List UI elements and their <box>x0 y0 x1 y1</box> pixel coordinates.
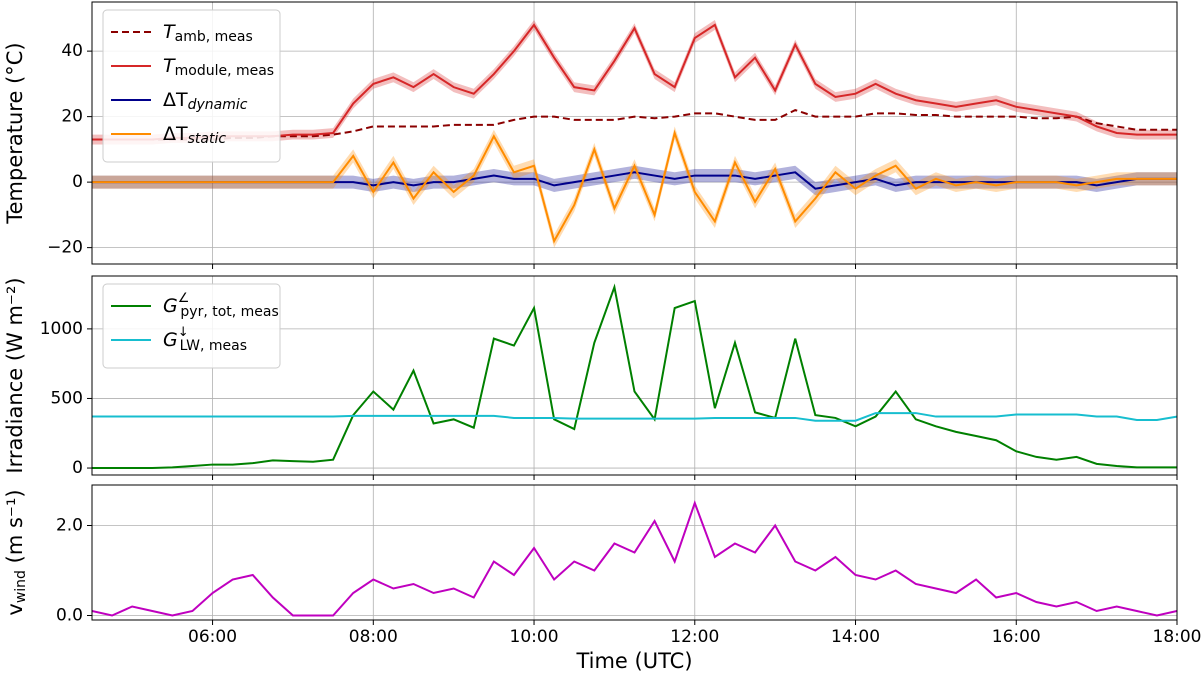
y-axis-label: Temperature (°C) <box>3 42 27 224</box>
x-axis-label: Time (UTC) <box>575 649 692 673</box>
legend-sup: ∠ <box>178 291 190 306</box>
uncertainty-band <box>92 165 1177 196</box>
legend-label: ΔTstatic <box>163 123 226 148</box>
legend-box <box>102 283 281 369</box>
y-tick-label: 0 <box>72 172 83 192</box>
legend-label: Tamb, meas <box>163 21 253 46</box>
x-tick-label: 18:00 <box>1153 627 1202 647</box>
plot-area <box>92 283 1177 470</box>
legend-name: T <box>163 55 176 77</box>
x-tick-label: 14:00 <box>831 627 880 647</box>
legend-name: ΔT <box>163 89 188 111</box>
y-label-main: v <box>3 603 27 615</box>
x-tick-label: 10:00 <box>510 627 559 647</box>
y-axis-label: Irradiance (W m⁻²) <box>3 277 27 473</box>
x-tick-label: 16:00 <box>992 627 1041 647</box>
legend-name: ΔT <box>163 123 188 145</box>
legend-name: G <box>163 329 178 351</box>
y-tick-label: −20 <box>47 238 83 258</box>
legend-sub: amb, meas <box>175 29 253 45</box>
plot-frame <box>91 275 1178 476</box>
series-line <box>92 500 1177 617</box>
y-tick-label: 0 <box>72 458 83 478</box>
plot-frame <box>91 484 1178 621</box>
series-line <box>92 129 1177 244</box>
y-tick-label: 2.0 <box>56 516 83 536</box>
x-tick-label: 06:00 <box>188 627 237 647</box>
y-axis-label: vwind (m s⁻¹) <box>3 489 29 615</box>
legend-label: G∠ pyr, tot, meas <box>163 291 279 321</box>
y-tick-label: 500 <box>51 388 83 408</box>
legend-sup: ↓ <box>178 325 189 340</box>
plot-area <box>92 500 1177 617</box>
legend-label: G↓ LW, meas <box>163 325 247 355</box>
legend-sub: pyr, tot, meas <box>180 304 278 320</box>
y-tick-label: 0.0 <box>56 606 83 626</box>
plot-frame <box>91 1 1178 265</box>
legend-sub: static <box>188 131 227 147</box>
y-label-rest: (m s⁻¹) <box>3 489 27 570</box>
legend-name: G <box>163 295 178 317</box>
legend-sub: LW, meas <box>180 338 247 354</box>
y-tick-label: 1000 <box>40 319 83 339</box>
series-line <box>92 283 1177 470</box>
series-line <box>92 412 1177 422</box>
y-label-main: Temperature (°C) <box>3 42 27 224</box>
x-tick-label: 08:00 <box>349 627 398 647</box>
panel: 06:00 08:00 10:00 12:00 14:00 16:00 18:00 0.0 2.… <box>3 484 1202 673</box>
y-label-sub: wind <box>13 570 29 603</box>
legend-sub: dynamic <box>188 97 248 113</box>
legend-name: T <box>163 21 176 43</box>
legend-sub: module, meas <box>175 63 275 79</box>
y-label-main: Irradiance (W m⁻²) <box>3 277 27 473</box>
x-tick-label: 12:00 <box>670 627 719 647</box>
uncertainty-band <box>92 126 1177 248</box>
legend-label: Tmodule, meas <box>163 55 274 80</box>
y-tick-label: 20 <box>61 107 83 127</box>
legend-box <box>102 9 281 163</box>
y-tick-label: 40 <box>61 41 83 61</box>
legend-label: ΔTdynamic <box>163 89 248 114</box>
